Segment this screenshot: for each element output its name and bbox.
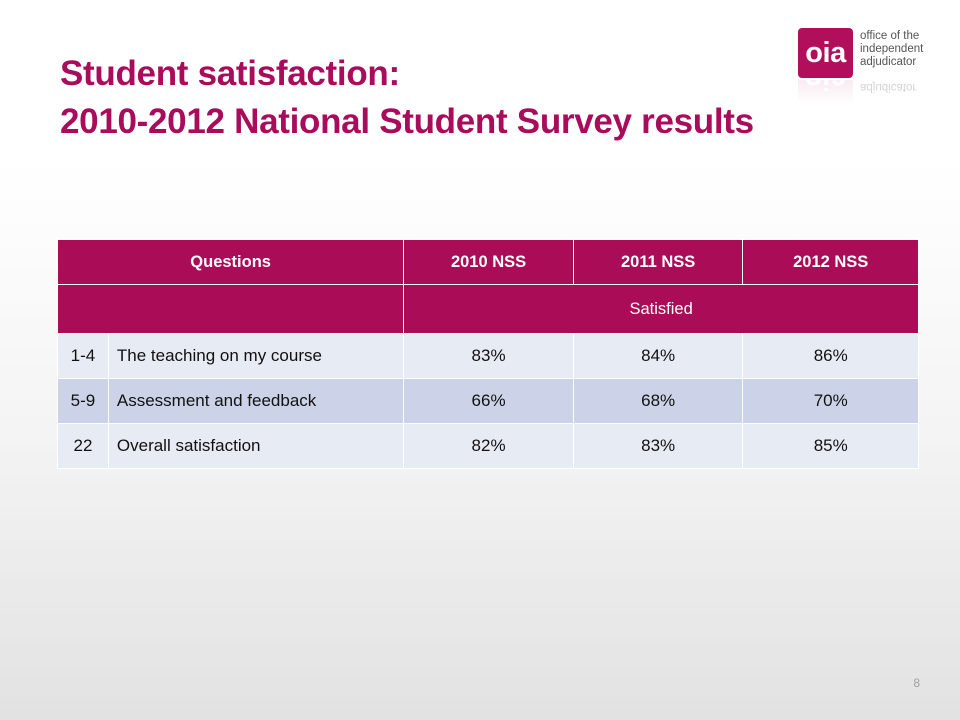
question-text: Overall satisfaction: [107, 423, 405, 469]
header-2012-nss: 2012 NSS: [742, 239, 919, 285]
page-number: 8: [913, 676, 920, 690]
slide-title: Student satisfaction: 2010-2012 National…: [60, 50, 754, 146]
header-questions: Questions: [56, 239, 405, 285]
table-header-row: Questions 2010 NSS 2011 NSS 2012 NSS: [56, 239, 919, 285]
table-row: 5-9 Assessment and feedback 66% 68% 70%: [57, 378, 919, 424]
oia-logo-text-line-1: office of the: [860, 30, 920, 42]
question-number: 5-9: [57, 378, 109, 424]
oia-logo-reflection: oia: [798, 80, 853, 104]
question-text: The teaching on my course: [107, 333, 405, 379]
oia-logo-text-line-2: independent: [860, 43, 924, 55]
slide-title-line-1: Student satisfaction:: [60, 54, 400, 93]
table-row: 1-4 The teaching on my course 83% 84% 86…: [57, 333, 919, 379]
value-2010: 82%: [403, 423, 574, 469]
value-2010: 66%: [403, 378, 574, 424]
value-2012: 85%: [742, 423, 919, 469]
value-2011: 83%: [572, 423, 744, 469]
oia-logo-text: office of the independent adjudicator: [860, 30, 923, 69]
slide-title-line-2: 2010-2012 National Student Survey result…: [60, 102, 754, 141]
subheader-satisfied: Satisfied: [403, 284, 919, 334]
question-number: 1-4: [57, 333, 109, 379]
value-2011: 68%: [572, 378, 744, 424]
subheader-empty-cell: [56, 284, 405, 334]
nss-results-table: Questions 2010 NSS 2011 NSS 2012 NSS Sat…: [56, 239, 919, 469]
oia-logo: oia oia office of the independent adjudi…: [798, 28, 938, 108]
value-2011: 84%: [572, 333, 744, 379]
value-2012: 70%: [742, 378, 919, 424]
value-2012: 86%: [742, 333, 919, 379]
table-subheader-row: Satisfied: [56, 284, 919, 334]
table-row: 22 Overall satisfaction 82% 83% 85%: [57, 423, 919, 469]
header-2010-nss: 2010 NSS: [403, 239, 574, 285]
oia-logo-text-reflection: adjudicator: [860, 81, 917, 93]
oia-logo-text-line-3: adjudicator: [860, 56, 917, 68]
oia-logo-mark: oia: [798, 28, 853, 78]
oia-logo-reflection-mark: oia: [798, 80, 853, 104]
value-2010: 83%: [403, 333, 574, 379]
header-2011-nss: 2011 NSS: [572, 239, 744, 285]
question-text: Assessment and feedback: [107, 378, 405, 424]
question-number: 22: [57, 423, 109, 469]
